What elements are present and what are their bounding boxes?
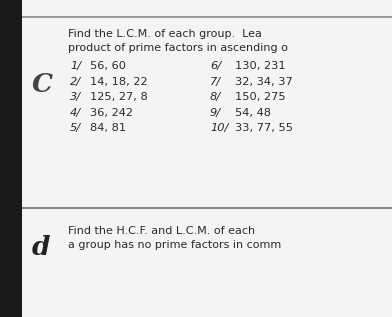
Text: 32, 34, 37: 32, 34, 37 xyxy=(235,77,293,87)
Text: 9/: 9/ xyxy=(210,108,221,118)
Text: 150, 275: 150, 275 xyxy=(235,93,286,102)
Text: 5/: 5/ xyxy=(70,123,81,133)
Text: a group has no prime factors in comm: a group has no prime factors in comm xyxy=(68,240,281,249)
Bar xyxy=(0,0,22,317)
Text: d: d xyxy=(32,235,51,260)
Text: 6/: 6/ xyxy=(210,61,221,71)
Text: 36, 242: 36, 242 xyxy=(90,108,133,118)
Text: 2/: 2/ xyxy=(70,77,81,87)
Text: 56, 60: 56, 60 xyxy=(90,61,126,71)
Text: 84, 81: 84, 81 xyxy=(90,123,126,133)
Text: 8/: 8/ xyxy=(210,93,221,102)
Text: C: C xyxy=(32,72,53,97)
Text: 54, 48: 54, 48 xyxy=(235,108,271,118)
Text: Find the H.C.F. and L.C.M. of each: Find the H.C.F. and L.C.M. of each xyxy=(68,226,255,236)
Text: Find the L.C.M. of each group.  Lea: Find the L.C.M. of each group. Lea xyxy=(68,29,262,39)
Text: 125, 27, 8: 125, 27, 8 xyxy=(90,93,148,102)
Text: 4/: 4/ xyxy=(70,108,81,118)
Text: 3/: 3/ xyxy=(70,93,81,102)
Text: 33, 77, 55: 33, 77, 55 xyxy=(235,123,293,133)
Text: 1/: 1/ xyxy=(70,61,81,71)
Text: product of prime factors in ascending o: product of prime factors in ascending o xyxy=(68,43,288,54)
Text: 7/: 7/ xyxy=(210,77,221,87)
Text: 14, 18, 22: 14, 18, 22 xyxy=(90,77,148,87)
Text: 130, 231: 130, 231 xyxy=(235,61,286,71)
Text: 10/: 10/ xyxy=(210,123,229,133)
